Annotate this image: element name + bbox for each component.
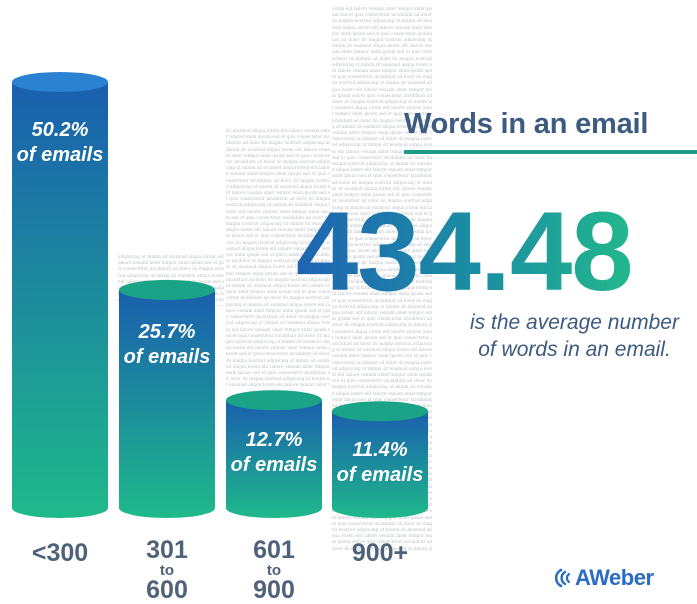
category-label-main: 900+ [351,539,409,567]
chart-title: Words in an email [404,108,649,140]
aweber-logo-icon [554,568,571,588]
category-label-main: 301 [146,536,188,564]
category-label-main: 601 [253,536,295,564]
bar-value-pct: 11.4% [352,439,408,461]
bar-value-unit: of emails [123,346,211,368]
category-label-mid: to [266,562,282,579]
bar-top-cap [119,279,215,300]
aweber-logo: AWeber [554,565,654,591]
bar [12,82,108,518]
bar [226,400,322,518]
title-divider [404,150,697,154]
bar-value-label: 12.7% of emails [226,428,322,478]
category-label: <300 [12,541,108,566]
bar-top-cap [332,401,428,422]
bar [332,411,428,518]
bar-value-unit: of emails [230,454,318,476]
bar-value-unit: of emails [16,144,104,166]
category-label-end: 900 [253,576,295,604]
category-label: 900+ [332,541,428,566]
bar-value-unit: of emails [336,464,424,486]
background-text-column: sit eiusmod aliqua lorem elit labore ven… [226,128,330,390]
bar-value-label: 50.2% of emails [12,118,108,168]
caption-line-2: of words in an email. [478,338,671,361]
bar-top-cap [12,72,108,92]
bar-top-cap [226,390,322,411]
average-caption: is the average number of words in an ema… [452,309,697,363]
category-label: 601 to 900 [226,538,322,603]
category-label-mid: to [159,562,175,579]
aweber-logo-text: AWeber [575,565,654,590]
category-label-end: 600 [146,576,188,604]
bar-value-pct: 50.2% [31,119,89,141]
caption-line-1: is the average number [470,311,679,334]
average-word-count: 434.48 [296,189,634,314]
bar-value-label: 25.7% of emails [119,320,215,370]
bar [119,289,215,518]
category-label: 301 to 600 [119,538,215,603]
category-label-main: <300 [31,539,89,567]
bar-value-pct: 12.7% [245,429,303,451]
bar-value-pct: 25.7% [138,321,196,343]
bar-value-label: 11.4% of emails [332,438,428,488]
